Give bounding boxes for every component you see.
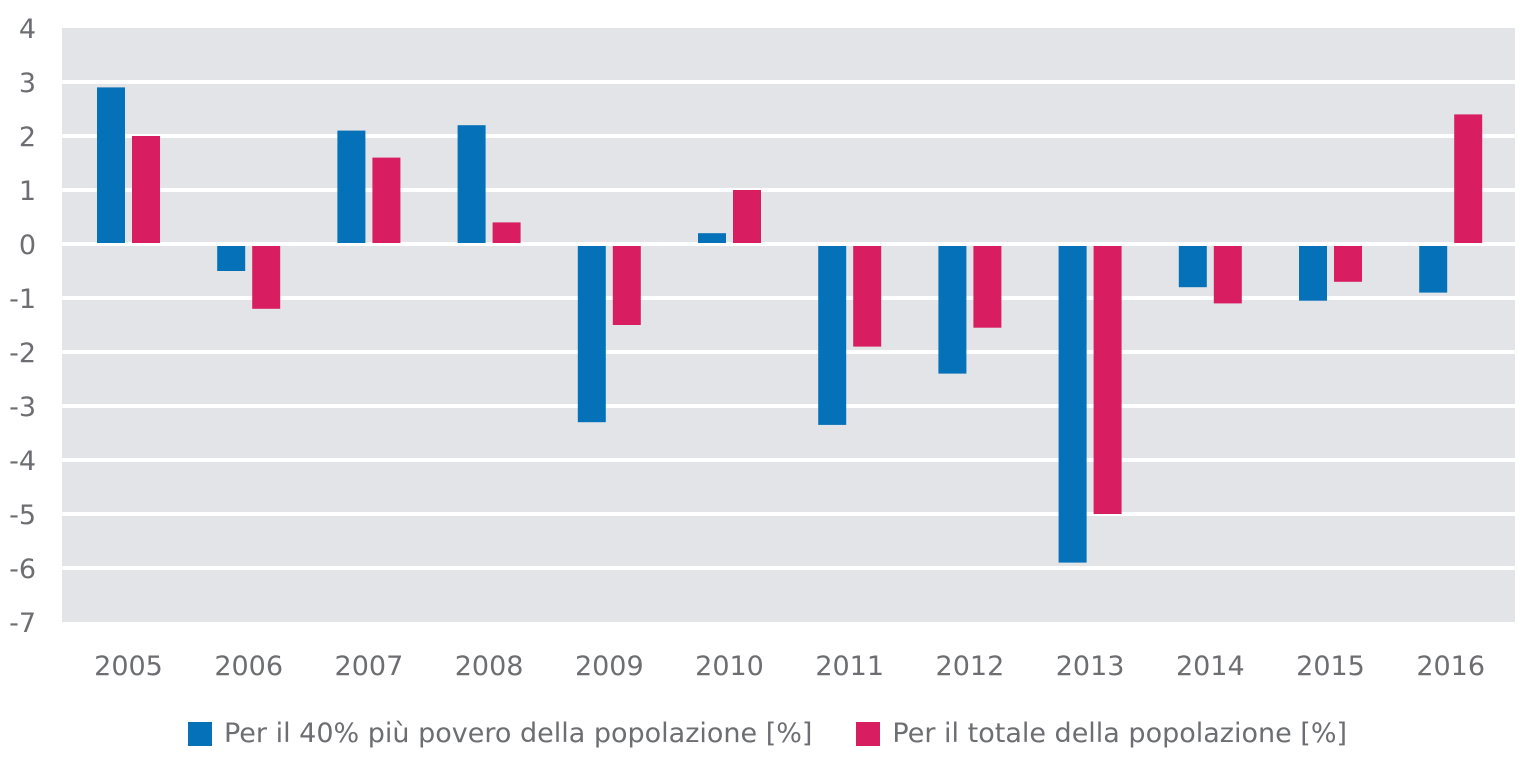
plot-background [62,28,1515,622]
y-tick-label: 2 [19,122,36,153]
legend: Per il 40% più povero della popolazione … [0,718,1535,749]
gridline [62,566,1515,570]
bar-2005-series-2 [132,136,160,243]
bar-2013-series-2 [1093,246,1122,514]
bar-2011-series-2 [853,246,882,347]
y-tick-label: 3 [19,68,36,99]
bar-2012-series-2 [973,246,1002,328]
gridline [62,80,1515,84]
bar-2011-series-1 [818,246,847,425]
x-tick-label: 2014 [1176,651,1245,682]
legend-label: Per il totale della popolazione [%] [892,718,1348,749]
y-tick-label: -5 [9,500,36,531]
bar-2016-series-1 [1419,246,1448,293]
bar-2007-series-1 [337,130,366,243]
y-tick-label: -2 [9,338,36,369]
y-tick-label: -1 [9,284,36,315]
y-tick-label: -3 [9,392,36,423]
bar-2006-series-1 [217,246,246,271]
gridline [62,134,1515,138]
legend-label: Per il 40% più povero della popolazione … [223,718,813,749]
legend-swatch-pink [856,721,881,746]
y-tick-label: 0 [19,230,36,261]
x-tick-label: 2009 [575,651,644,682]
x-tick-label: 2015 [1296,651,1365,682]
y-tick-label: -4 [9,446,36,477]
bar-2009-series-2 [612,246,641,325]
bar-2008-series-1 [457,125,486,243]
y-tick-label: -7 [9,608,36,639]
x-tick-label: 2006 [214,651,283,682]
x-tick-label: 2013 [1056,651,1125,682]
bar-2007-series-2 [372,157,401,243]
bar-2006-series-2 [252,246,281,309]
legend-item-total: Per il totale della popolazione [%] [856,718,1347,749]
y-tick-label: 4 [19,14,36,45]
legend-swatch-blue [187,721,212,746]
gridline [62,242,1515,246]
x-tick-label: 2016 [1416,651,1485,682]
bar-2010-series-2 [733,190,761,243]
bar-2009-series-1 [577,246,606,423]
bar-2015-series-2 [1334,246,1362,282]
bar-2008-series-2 [492,222,521,243]
x-tick-label: 2005 [94,651,163,682]
bar-2015-series-1 [1299,246,1327,301]
y-tick-label: 1 [19,176,36,207]
gridline [62,458,1515,462]
bar-2012-series-1 [938,246,967,374]
y-tick-label: -6 [9,554,36,585]
x-tick-label: 2011 [815,651,884,682]
x-tick-label: 2007 [335,651,404,682]
gridline [62,350,1515,354]
gridline [62,512,1515,516]
gridline [62,296,1515,300]
bar-2010-series-1 [698,233,726,243]
bar-2013-series-1 [1058,246,1087,563]
x-tick-label: 2008 [455,651,524,682]
bar-2014-series-1 [1178,246,1207,288]
x-tick-label: 2012 [936,651,1005,682]
legend-item-poorest-40: Per il 40% più povero della popolazione … [187,718,813,749]
bar-2016-series-2 [1454,114,1483,244]
bar-2014-series-2 [1213,246,1242,304]
gridline [62,404,1515,408]
bar-2005-series-1 [97,87,125,244]
gridline [62,188,1515,192]
x-tick-label: 2010 [695,651,764,682]
